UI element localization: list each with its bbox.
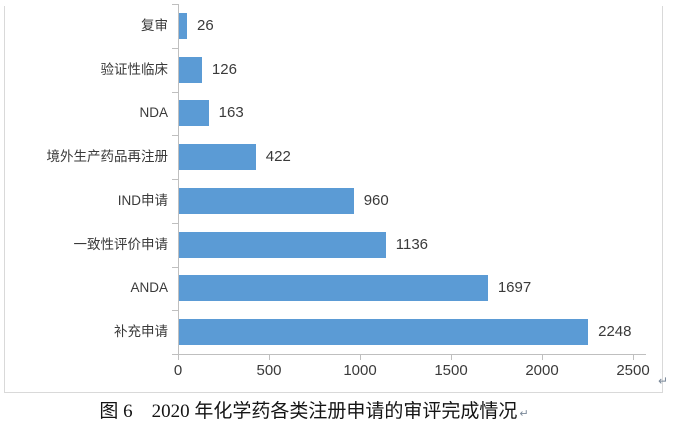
value-axis-tick-label: 1000 xyxy=(343,362,377,379)
paragraph-return-icon: ↵ xyxy=(519,407,529,420)
category-axis-tick xyxy=(172,135,178,137)
category-label: 境外生产药品再注册 xyxy=(46,149,169,165)
value-axis-tick xyxy=(633,354,634,360)
category-label: ANDA xyxy=(130,280,168,296)
figure-caption: 图 6 2020 年化学药各类注册申请的审评完成情况 ↵ xyxy=(0,396,664,423)
value-axis-tick xyxy=(178,354,179,360)
value-axis-tick xyxy=(451,354,452,360)
paragraph-return-icon: ↵ xyxy=(658,374,669,388)
bar-value-label: 422 xyxy=(265,148,291,166)
category-label: 一致性评价申请 xyxy=(73,236,169,252)
category-axis-tick xyxy=(172,310,178,312)
value-axis-tick-label: 1500 xyxy=(434,362,468,379)
bar xyxy=(179,275,488,302)
value-axis-tick xyxy=(542,354,543,360)
category-axis-tick xyxy=(172,4,178,5)
value-axis-tick-label: 2500 xyxy=(616,362,650,379)
bar-value-label: 960 xyxy=(363,191,389,209)
value-axis-tick xyxy=(360,354,361,360)
figure-caption-text: 图 6 2020 年化学药各类注册申请的审评完成情况 xyxy=(99,401,518,422)
category-axis-tick xyxy=(172,47,178,49)
bar-value-label: 1136 xyxy=(395,235,429,253)
value-axis-tick-label: 500 xyxy=(256,362,282,379)
category-label: NDA xyxy=(139,105,168,121)
value-axis-tick xyxy=(269,354,270,360)
category-label: 复审 xyxy=(141,17,168,33)
bar xyxy=(179,56,202,83)
bar-value-label: 2248 xyxy=(598,323,632,341)
bar-value-label: 126 xyxy=(211,60,237,78)
category-axis-tick xyxy=(172,222,178,224)
value-axis-tick-label: 2000 xyxy=(525,362,559,379)
bar xyxy=(179,231,386,258)
chart-canvas-frame xyxy=(4,6,663,393)
category-axis-tick xyxy=(172,179,178,180)
category-axis-line xyxy=(178,4,179,354)
bar-value-label: 1697 xyxy=(497,279,532,297)
category-axis-tick xyxy=(172,266,178,268)
bar xyxy=(179,12,187,39)
bar xyxy=(179,319,589,346)
value-axis-line xyxy=(172,354,646,355)
category-label: IND申请 xyxy=(117,192,168,208)
bar-value-label: 26 xyxy=(197,16,214,34)
bar xyxy=(179,144,256,171)
category-label: 验证性临床 xyxy=(100,61,169,77)
bar-value-label: 163 xyxy=(218,104,244,122)
category-axis-tick xyxy=(172,91,178,93)
bar xyxy=(179,187,354,214)
bar xyxy=(179,100,209,127)
category-label: 补充申请 xyxy=(114,324,168,340)
value-axis-tick-label: 0 xyxy=(173,362,183,379)
